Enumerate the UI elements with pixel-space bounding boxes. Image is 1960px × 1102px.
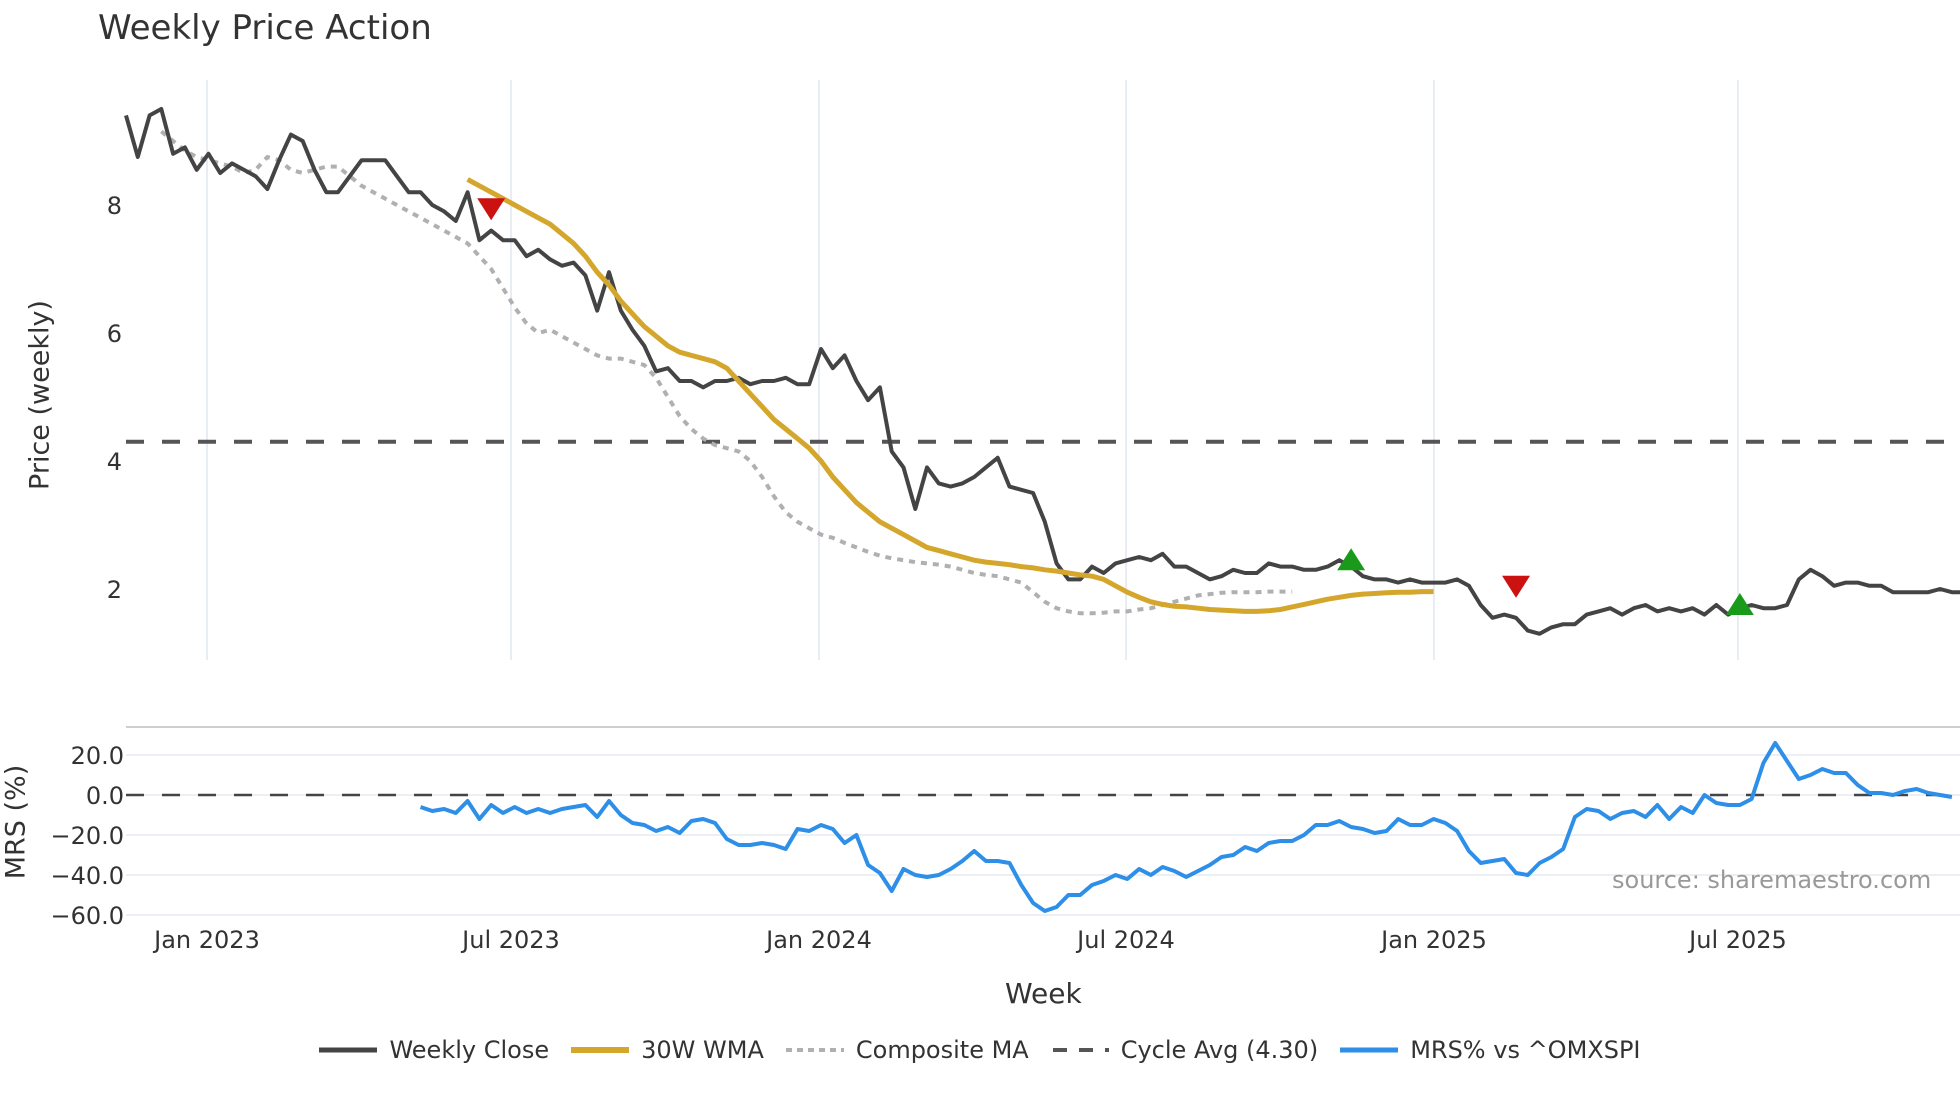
mrs-y-tick-label: −60.0 (50, 902, 124, 930)
price-axis-label: Price (weekly) (24, 300, 56, 490)
sell-signal-triangle-down-icon (1502, 575, 1531, 598)
price-y-tick-label: 6 (107, 320, 122, 348)
mrs-y-tick-label: −40.0 (50, 862, 124, 890)
mrs-axis-label: MRS (%) (0, 764, 32, 880)
mrs-y-tick-label: 0.0 (86, 782, 124, 810)
legend-line-icon (1340, 1047, 1399, 1053)
legend-item-30w-wma[interactable]: 30W WMA (571, 1036, 764, 1064)
x-tick-label: Jul 2024 (1075, 926, 1175, 954)
legend-item-weekly-close[interactable]: Weekly Close (319, 1036, 549, 1064)
legend-label: Composite MA (855, 1036, 1029, 1064)
weekly-close-line (124, 107, 1960, 636)
legend-item-composite-ma[interactable]: Composite MA (785, 1036, 1029, 1064)
buy-signal-triangle-up-icon (1725, 593, 1754, 615)
chart-title: Weekly Price Action (98, 8, 432, 48)
legend-dashed-line-icon (1052, 1048, 1109, 1052)
x-tick-label: Jan 2025 (1379, 926, 1487, 954)
legend-label: MRS% vs ^OMXSPI (1410, 1036, 1641, 1064)
mrs-line (419, 741, 1953, 913)
mrs-y-tick-label: 20.0 (71, 742, 124, 770)
legend-label: 30W WMA (641, 1036, 764, 1064)
mrs-y-tick-label: −20.0 (50, 822, 124, 850)
x-tick-label: Jan 2023 (152, 926, 260, 954)
composite-ma-line (160, 129, 1293, 616)
legend-dotted-line-icon (785, 1048, 844, 1052)
price-y-tick-label: 8 (107, 192, 122, 220)
legend-item-cycle-avg[interactable]: Cycle Avg (4.30) (1051, 1036, 1318, 1064)
x-tick-label: Jul 2025 (1687, 926, 1787, 954)
sell-signal-triangle-down-icon (477, 198, 506, 221)
legend-line-icon (571, 1047, 630, 1053)
x-axis-label: Week (1005, 977, 1082, 1010)
buy-signal-triangle-up-icon (1337, 548, 1366, 571)
wma-30w-line (466, 177, 1434, 614)
x-tick-label: Jul 2023 (460, 926, 560, 954)
x-tick-label: Jan 2024 (764, 926, 872, 954)
price-y-tick-label: 2 (107, 576, 122, 604)
legend-label: Cycle Avg (4.30) (1120, 1036, 1319, 1064)
legend-item-mrs[interactable]: MRS% vs ^OMXSPI (1340, 1036, 1641, 1064)
legend-line-icon (319, 1047, 378, 1053)
source-note: source: sharemaestro.com (1612, 866, 1932, 894)
price-y-tick-label: 4 (107, 448, 122, 476)
legend-label: Weekly Close (389, 1036, 550, 1064)
legend: Weekly Close 30W WMA Composite MA Cycle … (0, 1036, 1960, 1064)
